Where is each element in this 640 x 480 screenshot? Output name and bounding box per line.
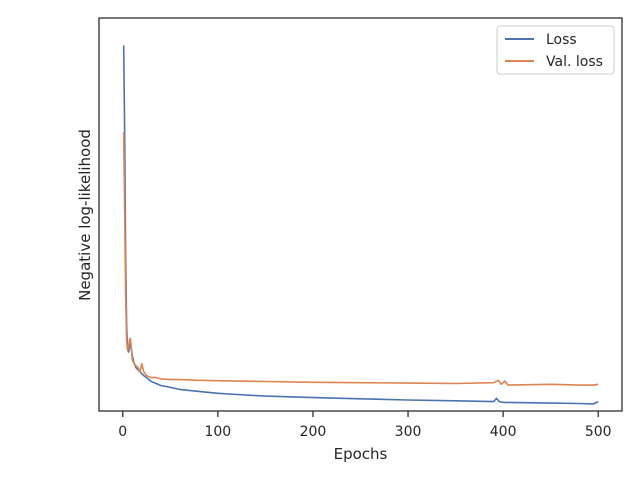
legend: Loss Val. loss bbox=[496, 25, 615, 75]
x-axis-ticks: 0 100 200 300 400 500 bbox=[118, 411, 612, 440]
y-axis-label: Negative log-likelihood bbox=[76, 129, 94, 301]
x-axis-label: Epochs bbox=[334, 445, 388, 463]
series-line-loss bbox=[122, 45, 599, 405]
x-tick-label: 300 bbox=[395, 424, 422, 440]
series-line-val-loss bbox=[122, 131, 599, 386]
x-tick-label: 0 bbox=[118, 424, 127, 440]
x-tick-label: 500 bbox=[585, 424, 612, 440]
x-tick-label: 400 bbox=[490, 424, 517, 440]
legend-label-val-loss: Val. loss bbox=[546, 54, 603, 70]
plot-area bbox=[98, 17, 623, 412]
series-layer bbox=[122, 45, 599, 405]
x-tick-label: 100 bbox=[204, 424, 231, 440]
x-tick-label: 200 bbox=[300, 424, 327, 440]
legend-label-loss: Loss bbox=[546, 32, 577, 48]
